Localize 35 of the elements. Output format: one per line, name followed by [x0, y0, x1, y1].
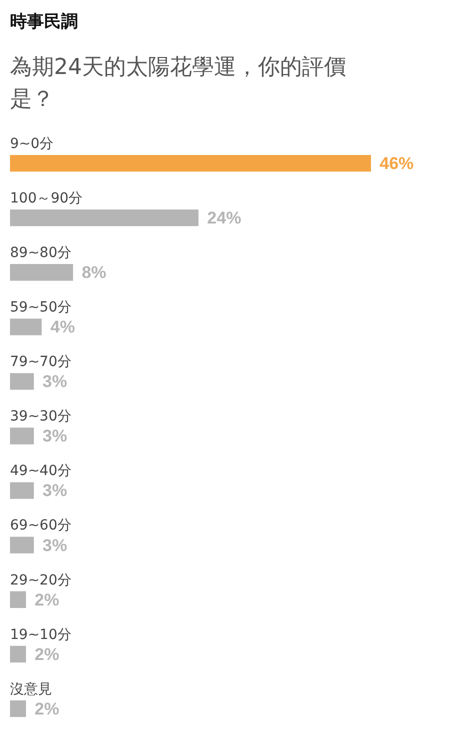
- data-label: 3%: [42, 536, 68, 555]
- bar: [10, 318, 42, 336]
- bar: [10, 536, 34, 554]
- data-label: 8%: [82, 263, 106, 282]
- chart-subtitle: 為期24天的太陽花學運，你的評價是？: [10, 54, 347, 114]
- y-tick-label: 100～90分: [10, 190, 83, 206]
- bar: [10, 591, 26, 608]
- data-label: 24%: [207, 208, 242, 228]
- bar: [10, 264, 74, 281]
- y-tick-label: 69~60分: [10, 518, 72, 534]
- y-tick-label: 29~20分: [10, 572, 72, 588]
- y-tick-label: 39~30分: [10, 408, 72, 425]
- bar: [10, 482, 34, 499]
- data-label: 2%: [34, 590, 60, 610]
- y-tick-label: 79~70分: [10, 354, 72, 370]
- y-tick-label: 9~0分: [10, 136, 54, 152]
- bar: [10, 700, 26, 718]
- bar: [10, 428, 34, 444]
- data-label: 4%: [50, 318, 75, 337]
- bar: [10, 209, 198, 226]
- y-tick-label: 89~80分: [10, 245, 72, 262]
- y-tick-label: 49~40分: [10, 463, 72, 480]
- data-label: 2%: [34, 699, 60, 718]
- bar: [10, 646, 26, 663]
- data-label: 3%: [42, 372, 68, 392]
- bar: [10, 373, 34, 390]
- chart-title: 時事民調: [10, 11, 78, 33]
- data-label: 2%: [34, 644, 60, 664]
- y-tick-label: 19~10分: [10, 626, 72, 643]
- data-label: 46%: [380, 154, 414, 173]
- data-label: 3%: [42, 426, 68, 446]
- y-tick-label: 59~50分: [10, 300, 72, 316]
- bar: [10, 154, 371, 172]
- data-label: 3%: [42, 481, 68, 500]
- y-tick-label: 沒意見: [10, 681, 52, 698]
